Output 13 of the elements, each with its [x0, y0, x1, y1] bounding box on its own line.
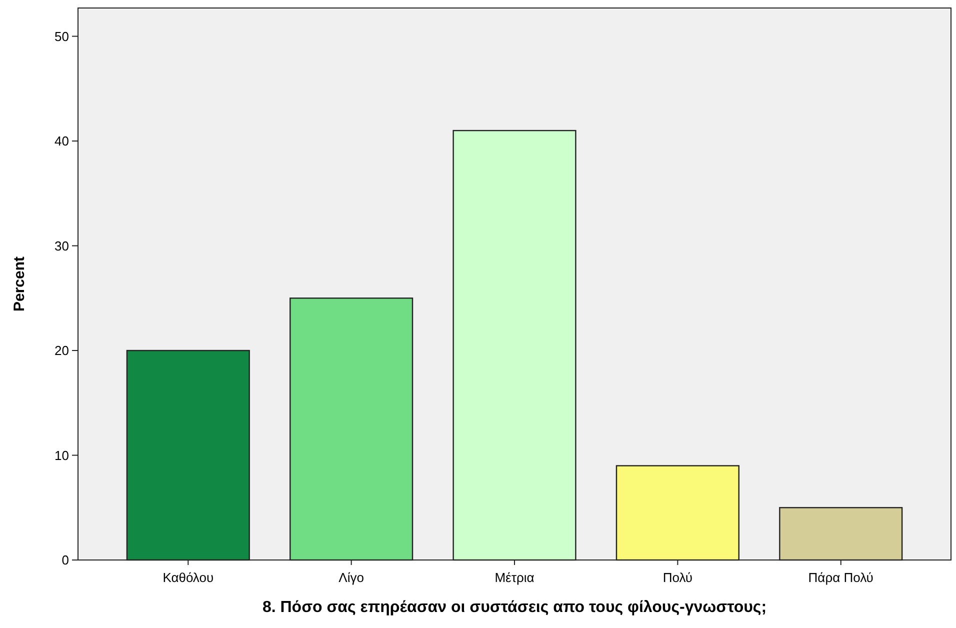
- y-axis-title: Percent: [11, 256, 28, 312]
- x-tick-label: Καθόλου: [162, 570, 214, 585]
- y-tick-label: 10: [54, 448, 69, 463]
- x-tick-label: Λίγο: [338, 570, 364, 585]
- y-tick-label: 30: [54, 238, 69, 254]
- y-tick-label: 40: [54, 134, 69, 149]
- y-tick-label: 50: [54, 28, 69, 44]
- y-tick-label: 0: [62, 552, 69, 568]
- x-tick-label: Πολύ: [662, 570, 693, 585]
- x-tick-label: Μέτρια: [494, 570, 535, 585]
- y-tick-label: 20: [54, 343, 69, 358]
- x-axis-title: 8. Πόσο σας επηρέασαν οι συστάσεις απο τους φίλους-γνωστους;: [262, 599, 767, 616]
- x-tick-label: Πάρα Πολύ: [808, 570, 874, 585]
